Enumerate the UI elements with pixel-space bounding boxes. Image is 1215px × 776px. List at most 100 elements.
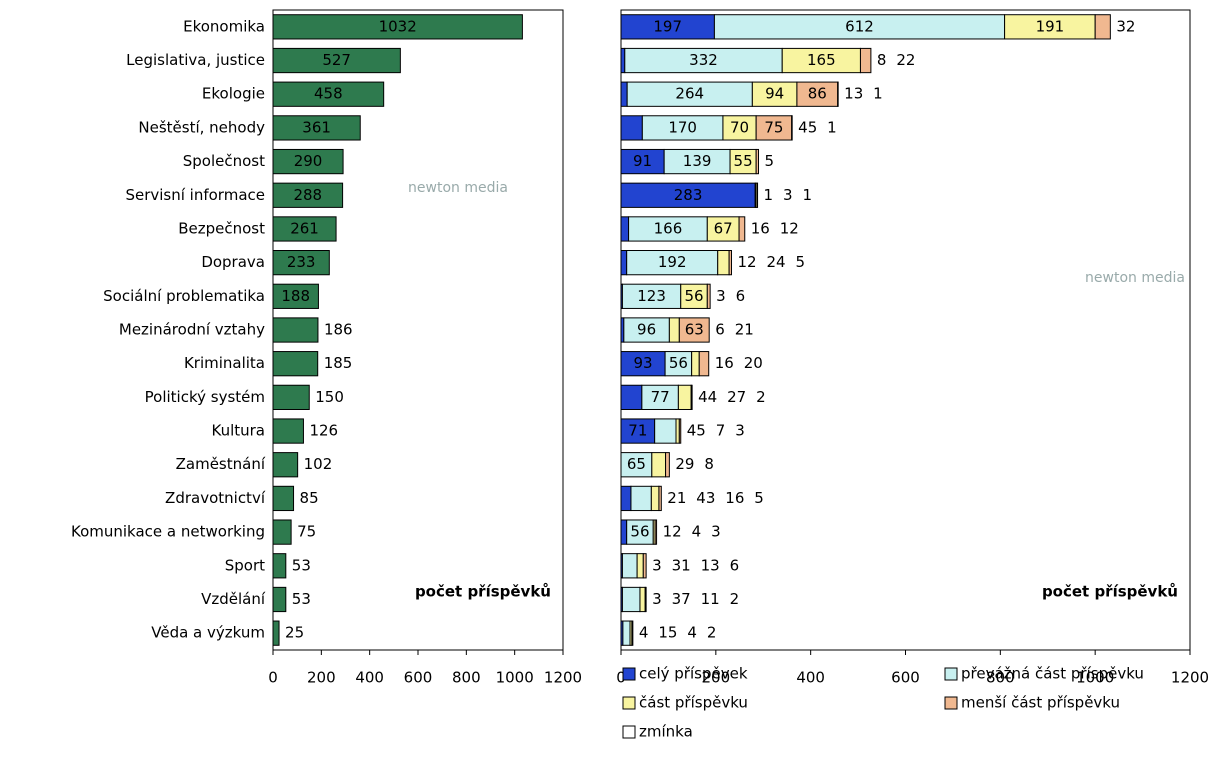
value-label: 185 (324, 354, 353, 372)
bar-segment (655, 520, 656, 544)
value-label: 188 (281, 287, 310, 305)
category-label: Zdravotnictví (165, 489, 266, 507)
bar-segment (692, 352, 700, 376)
value-label: 85 (300, 489, 319, 507)
value-label: 16 (751, 219, 770, 237)
value-label: 165 (807, 51, 836, 69)
value-label: 53 (292, 590, 311, 608)
value-label: 3 (652, 590, 662, 608)
category-label: Doprava (201, 253, 265, 271)
bar-segment (623, 621, 630, 645)
annotation: počet příspěvků (1042, 583, 1178, 601)
value-label: 612 (845, 17, 874, 35)
value-label: 45 (687, 422, 706, 440)
x-tick-label: 600 (891, 669, 920, 687)
value-label: 233 (287, 253, 316, 271)
value-label: 25 (285, 624, 304, 642)
x-tick-label: 800 (452, 669, 481, 687)
value-label: 53 (292, 556, 311, 574)
value-label: 44 (698, 388, 717, 406)
value-label: 56 (684, 287, 703, 305)
bar (273, 385, 309, 409)
bar-segment (739, 217, 745, 241)
bar (273, 554, 286, 578)
value-label: 75 (764, 118, 783, 136)
category-label: Mezinárodní vztahy (119, 321, 265, 339)
value-label: 1032 (379, 17, 417, 35)
value-label: 332 (689, 51, 718, 69)
value-label: 77 (651, 388, 670, 406)
value-label: 94 (765, 85, 784, 103)
category-label: Vzdělání (201, 590, 266, 608)
x-tick-label: 1200 (1171, 669, 1209, 687)
legend-swatch (623, 697, 635, 709)
value-label: 290 (294, 152, 323, 170)
value-label: 5 (765, 152, 775, 170)
legend-label: část příspěvku (639, 694, 748, 712)
category-label: Zaměstnání (176, 455, 266, 473)
value-label: 192 (658, 253, 687, 271)
bar-segment (707, 284, 710, 308)
value-label: 24 (766, 253, 785, 271)
category-label: Kultura (211, 422, 265, 440)
bar-segment (718, 251, 729, 275)
value-label: 12 (663, 523, 682, 541)
value-label: 21 (667, 489, 686, 507)
x-tick-label: 400 (796, 669, 825, 687)
bar-segment (643, 554, 646, 578)
value-label: 29 (675, 455, 694, 473)
bar-segment (637, 554, 643, 578)
value-label: 43 (696, 489, 715, 507)
value-label: 4 (692, 523, 702, 541)
bar-segment (659, 486, 661, 510)
value-label: 75 (297, 523, 316, 541)
value-label: 65 (627, 455, 646, 473)
value-label: 12 (737, 253, 756, 271)
bar-segment (729, 251, 731, 275)
category-label: Ekologie (202, 85, 265, 103)
value-label: 8 (704, 455, 714, 473)
annotation: počet příspěvků (415, 583, 551, 601)
value-label: 3 (652, 556, 662, 574)
bar-segment (621, 385, 642, 409)
bar (273, 587, 286, 611)
value-label: 56 (669, 354, 688, 372)
value-label: 458 (314, 85, 343, 103)
category-label: Bezpečnost (178, 219, 265, 237)
bar (273, 486, 294, 510)
legend-swatch (623, 726, 635, 738)
value-label: 3 (783, 186, 793, 204)
value-label: 2 (707, 624, 717, 642)
bar (273, 520, 291, 544)
value-label: 20 (744, 354, 763, 372)
value-label: 264 (675, 85, 704, 103)
bar-segment (678, 385, 691, 409)
value-label: 70 (730, 118, 749, 136)
bar-segment (622, 554, 637, 578)
bar-segment (621, 48, 625, 72)
value-label: 45 (798, 118, 817, 136)
watermark: newton media (1085, 270, 1185, 286)
value-label: 8 (877, 51, 887, 69)
value-label: 15 (658, 624, 677, 642)
bar (273, 621, 279, 645)
bar (273, 318, 318, 342)
value-label: 22 (896, 51, 915, 69)
value-label: 5 (795, 253, 805, 271)
legend-label: zmínka (639, 723, 693, 741)
x-tick-label: 1000 (496, 669, 534, 687)
bar-segment (651, 486, 659, 510)
bar-segment (621, 82, 627, 106)
value-label: 86 (808, 85, 827, 103)
watermark: newton media (408, 180, 508, 196)
category-label: Sociální problematika (103, 287, 265, 305)
bar-segment (631, 486, 651, 510)
value-label: 13 (844, 85, 863, 103)
legend-swatch (945, 697, 957, 709)
legend-label: celý příspěvek (639, 665, 748, 683)
legend-label: menší část příspěvku (961, 694, 1120, 712)
value-label: 16 (725, 489, 744, 507)
bar (273, 352, 318, 376)
value-label: 2 (756, 388, 766, 406)
